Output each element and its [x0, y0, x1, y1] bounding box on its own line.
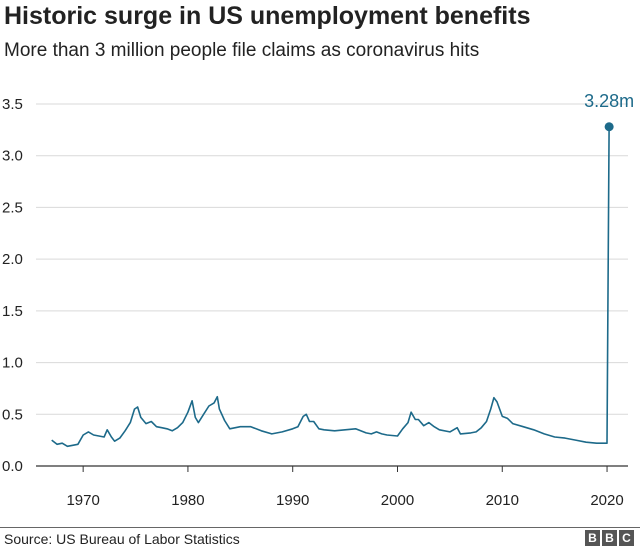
bbc-logo-letter: B: [602, 530, 617, 546]
x-tick-label: 2010: [486, 492, 519, 509]
source-note: Source: US Bureau of Labor Statistics: [4, 531, 240, 547]
bbc-logo-letter: B: [585, 530, 600, 546]
peak-data-point: [604, 122, 614, 132]
x-tick-label: 1970: [66, 492, 99, 509]
y-tick-label: 1.0: [2, 355, 23, 372]
bbc-logo: B B C: [585, 530, 634, 546]
x-tick-label: 1980: [171, 492, 204, 509]
y-tick-label: 2.5: [2, 199, 23, 216]
y-tick-label: 2.0: [2, 251, 23, 268]
bbc-logo-letter: C: [619, 530, 634, 546]
y-tick-label: 0.5: [2, 406, 23, 423]
x-tick-label: 2020: [590, 492, 623, 509]
peak-data-label: 3.28m: [584, 91, 634, 111]
footer-divider: [0, 527, 640, 528]
y-tick-label: 3.0: [2, 148, 23, 165]
claims-series-line: [51, 126, 610, 448]
chart-subtitle: More than 3 million people file claims a…: [4, 40, 480, 61]
x-tick-label: 2000: [381, 492, 414, 509]
y-tick-label: 0.0: [2, 458, 23, 475]
line-chart: 0.0 0.5 1.0 1.5 2.0 2.5 3.0 3.5 1970 1980 1990 2000…: [2, 91, 634, 509]
x-tick-label: 1990: [276, 492, 309, 509]
chart-title: Historic surge in US unemployment benefi…: [4, 2, 531, 30]
y-tick-label: 1.5: [2, 303, 23, 320]
y-tick-label: 3.5: [2, 96, 23, 113]
